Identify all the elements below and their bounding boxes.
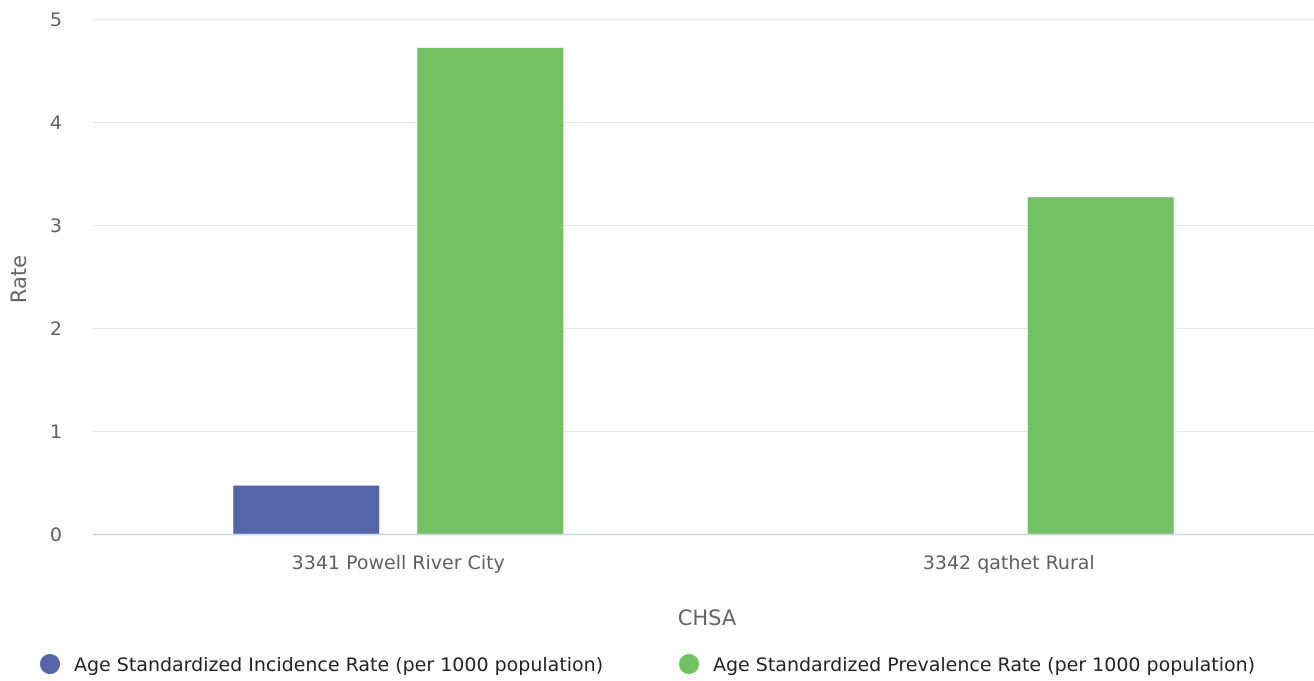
y-tick-label: 3: [50, 215, 62, 237]
y-tick-label: 2: [50, 318, 62, 340]
x-tick-label: 3342 qathet Rural: [923, 552, 1095, 574]
y-axis-title: Rate: [7, 255, 31, 303]
bars: [233, 47, 1174, 535]
bar[interactable]: [417, 47, 564, 535]
legend-label: Age Standardized Incidence Rate (per 100…: [74, 654, 603, 676]
axes: 0 1 2 3 4 5 3341 Powell River City 3342 qathet …: [50, 9, 1314, 574]
y-tick-label: 0: [50, 524, 62, 546]
bar[interactable]: [233, 485, 380, 534]
legend: Age Standardized Incidence Rate (per 100…: [40, 654, 1255, 676]
bar[interactable]: [1027, 197, 1174, 534]
legend-marker: [679, 654, 699, 674]
x-axis-title: CHSA: [678, 606, 737, 630]
legend-marker: [40, 654, 60, 674]
x-tick-label: 3341 Powell River City: [292, 552, 505, 574]
legend-item[interactable]: Age Standardized Incidence Rate (per 100…: [40, 654, 603, 676]
y-tick-label: 1: [50, 421, 62, 443]
y-tick-label: 5: [50, 9, 62, 31]
legend-label: Age Standardized Prevalence Rate (per 10…: [713, 654, 1255, 676]
legend-item[interactable]: Age Standardized Prevalence Rate (per 10…: [679, 654, 1255, 676]
y-tick-label: 4: [50, 112, 62, 134]
